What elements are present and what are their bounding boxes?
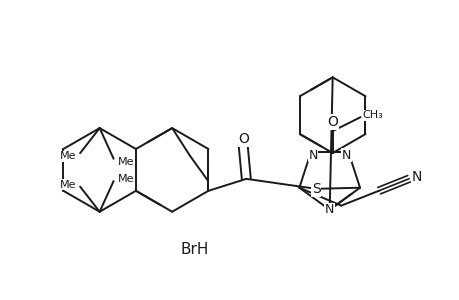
Text: O: O [326,115,337,129]
Text: Me: Me [60,180,76,190]
Text: Me: Me [60,151,76,161]
Text: N: N [325,203,334,216]
Text: N: N [341,148,350,162]
Text: Me: Me [118,157,134,167]
Text: N: N [308,148,317,162]
Text: O: O [237,132,248,146]
Text: BrH: BrH [180,242,209,257]
Text: N: N [411,170,421,184]
Text: CH₃: CH₃ [362,110,382,120]
Text: Me: Me [118,174,134,184]
Text: S: S [311,182,320,196]
